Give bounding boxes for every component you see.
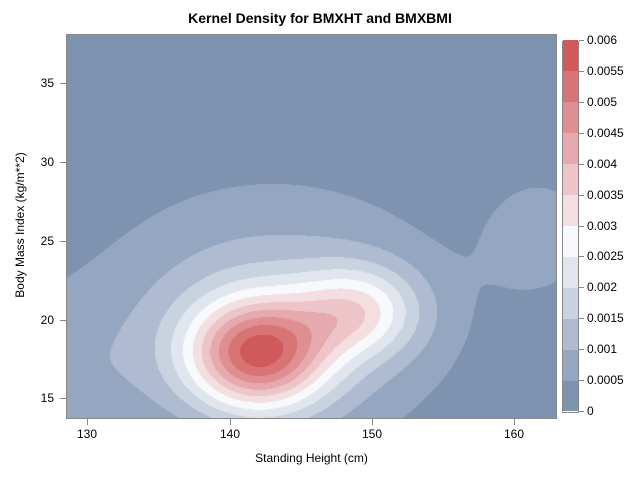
legend-tick bbox=[579, 40, 584, 41]
legend-tick-label: 0.0035 bbox=[587, 188, 624, 202]
legend-swatch bbox=[563, 132, 578, 165]
legend-swatch bbox=[563, 318, 578, 350]
legend-tick-label: 0 bbox=[587, 404, 594, 418]
legend-tick-label: 0.005 bbox=[587, 95, 618, 109]
y-tick bbox=[60, 162, 66, 163]
legend-tick bbox=[579, 133, 584, 134]
legend-tick-label: 0.0005 bbox=[587, 373, 624, 387]
legend-swatch bbox=[563, 163, 578, 196]
legend-tick bbox=[579, 164, 584, 165]
legend-tick bbox=[579, 195, 584, 196]
legend-tick-label: 0.006 bbox=[587, 33, 618, 47]
legend-tick-label: 0.0045 bbox=[587, 126, 624, 140]
legend-tick bbox=[579, 256, 584, 257]
legend-swatch bbox=[563, 225, 578, 257]
y-tick-label: 25 bbox=[40, 234, 54, 248]
plot-area bbox=[66, 34, 557, 419]
legend-tick-label: 0.0025 bbox=[587, 249, 624, 263]
y-tick bbox=[60, 320, 66, 321]
legend-tick bbox=[579, 71, 584, 72]
y-tick-label: 20 bbox=[40, 313, 54, 327]
legend-swatch bbox=[563, 70, 578, 103]
legend-tick bbox=[579, 226, 584, 227]
legend-tick-label: 0.002 bbox=[587, 280, 618, 294]
legend-swatch bbox=[563, 101, 578, 134]
x-tick-label: 130 bbox=[76, 427, 98, 441]
chart-title: Kernel Density for BMXHT and BMXBMI bbox=[188, 10, 452, 26]
x-axis-label: Standing Height (cm) bbox=[255, 451, 368, 465]
x-tick-label: 150 bbox=[361, 427, 383, 441]
legend-swatch bbox=[563, 256, 578, 288]
legend-tick bbox=[579, 318, 584, 319]
legend-swatch bbox=[563, 380, 578, 412]
legend-tick-label: 0.0015 bbox=[587, 311, 624, 325]
y-tick-label: 15 bbox=[40, 391, 54, 405]
legend-tick bbox=[579, 380, 584, 381]
x-tick bbox=[230, 419, 231, 425]
x-tick bbox=[87, 419, 88, 425]
x-tick bbox=[514, 419, 515, 425]
x-tick bbox=[372, 419, 373, 425]
legend-tick-label: 0.0055 bbox=[587, 64, 624, 78]
legend-tick-label: 0.004 bbox=[587, 157, 618, 171]
legend-tick bbox=[579, 411, 584, 412]
y-tick bbox=[60, 398, 66, 399]
legend-tick bbox=[579, 349, 584, 350]
x-tick-label: 160 bbox=[503, 427, 525, 441]
y-tick-label: 35 bbox=[40, 76, 54, 90]
legend-tick-label: 0.001 bbox=[587, 342, 618, 356]
legend-tick bbox=[579, 102, 584, 103]
legend-tick bbox=[579, 287, 584, 288]
color-legend bbox=[562, 40, 579, 413]
legend-swatch bbox=[563, 40, 578, 72]
legend-swatch bbox=[563, 194, 578, 226]
y-tick bbox=[60, 241, 66, 242]
legend-tick-label: 0.003 bbox=[587, 219, 618, 233]
y-tick bbox=[60, 83, 66, 84]
y-tick-label: 30 bbox=[40, 155, 54, 169]
x-tick-label: 140 bbox=[219, 427, 241, 441]
legend-swatch bbox=[563, 287, 578, 319]
legend-swatch bbox=[563, 349, 578, 381]
density-contour-fill bbox=[67, 35, 556, 418]
